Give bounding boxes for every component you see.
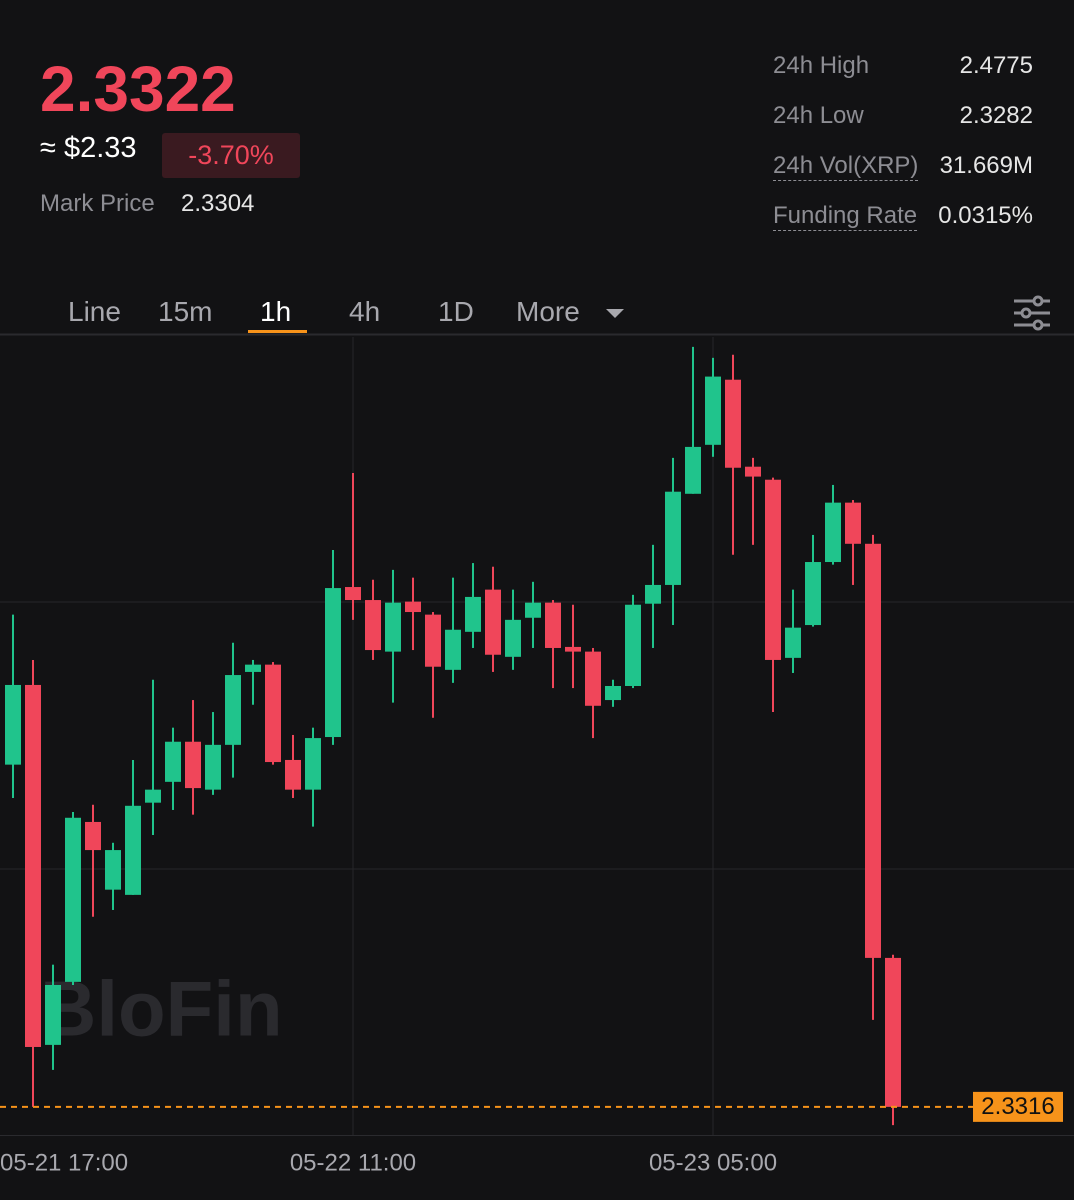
tab[interactable]: Line bbox=[68, 296, 121, 327]
candle-body bbox=[405, 601, 421, 613]
candle-body bbox=[125, 805, 141, 895]
usd-price: ≈ $2.33 bbox=[40, 132, 137, 164]
candle-body bbox=[265, 664, 281, 763]
tab[interactable]: 1D bbox=[438, 296, 474, 327]
stat-value: 31.669M bbox=[939, 152, 1033, 179]
candle-body bbox=[585, 651, 601, 706]
stat-value: 2.3282 bbox=[959, 102, 1033, 129]
tab[interactable]: 15m bbox=[158, 296, 213, 327]
candle-body bbox=[705, 376, 721, 445]
candle-body bbox=[65, 817, 81, 982]
x-tick-label: 05-22 11:00 bbox=[290, 1149, 416, 1176]
x-tick-label: 05-21 17:00 bbox=[0, 1149, 128, 1176]
candle-body bbox=[625, 604, 641, 686]
tab[interactable]: More bbox=[516, 296, 580, 327]
last-price-label: 2.3316 bbox=[981, 1093, 1054, 1120]
candle-body bbox=[605, 685, 621, 701]
candle-body bbox=[245, 664, 261, 672]
stat-label[interactable]: Funding Rate bbox=[773, 202, 918, 231]
candle-body bbox=[545, 602, 561, 648]
stat-value: 2.4775 bbox=[959, 52, 1033, 79]
candle-body bbox=[365, 600, 381, 651]
candle-body bbox=[505, 619, 521, 657]
last-price-box bbox=[973, 1091, 1063, 1122]
candle-body bbox=[25, 684, 41, 1047]
candle-body bbox=[745, 466, 761, 477]
candle-body bbox=[445, 629, 461, 670]
candle-body bbox=[105, 850, 121, 890]
stat-label: 24h Low bbox=[773, 102, 864, 129]
settings-icon[interactable] bbox=[1012, 295, 1052, 331]
candle-body bbox=[305, 738, 321, 790]
candle-body bbox=[485, 589, 501, 655]
candle-body bbox=[5, 684, 21, 765]
mark-price-label: Mark Price bbox=[40, 190, 155, 217]
price-change: -3.70% bbox=[162, 133, 300, 178]
mark-price: 2.3304 bbox=[181, 190, 255, 217]
candle-body bbox=[205, 744, 221, 790]
candle-body bbox=[685, 446, 701, 494]
candle-body bbox=[645, 584, 661, 604]
candle-body bbox=[165, 741, 181, 782]
stat-value: 0.0315% bbox=[938, 202, 1033, 229]
candle-body bbox=[385, 602, 401, 652]
tab-indicator bbox=[248, 330, 307, 333]
candle-body bbox=[725, 379, 741, 468]
stat-label: 24h High bbox=[773, 52, 870, 79]
candle-body bbox=[325, 588, 341, 738]
candle-body bbox=[525, 602, 541, 618]
tab[interactable]: 4h bbox=[349, 296, 381, 327]
candle-body bbox=[425, 614, 441, 667]
candle-body bbox=[465, 596, 481, 632]
candle-body bbox=[185, 741, 201, 789]
last-price: 2.3322 bbox=[40, 53, 236, 125]
stat-label[interactable]: 24h Vol(XRP) bbox=[773, 152, 919, 181]
candle-body bbox=[345, 587, 361, 601]
candle-body bbox=[85, 821, 101, 851]
tab[interactable]: 1h bbox=[260, 296, 292, 327]
candle-body bbox=[565, 646, 581, 652]
candle-body bbox=[225, 675, 241, 745]
candle-body bbox=[785, 627, 801, 658]
candle-body bbox=[805, 562, 821, 626]
candle-body bbox=[765, 479, 781, 660]
candle-body bbox=[145, 789, 161, 803]
candle-body bbox=[665, 491, 681, 585]
candle-body bbox=[865, 543, 881, 958]
candle-body bbox=[45, 984, 61, 1045]
candle-body bbox=[845, 502, 861, 544]
candle-body bbox=[825, 502, 841, 563]
x-tick-label: 05-23 05:00 bbox=[649, 1149, 777, 1176]
candle-body bbox=[285, 759, 301, 790]
dropdown-arrow bbox=[606, 309, 624, 318]
candle-body bbox=[885, 957, 901, 1107]
